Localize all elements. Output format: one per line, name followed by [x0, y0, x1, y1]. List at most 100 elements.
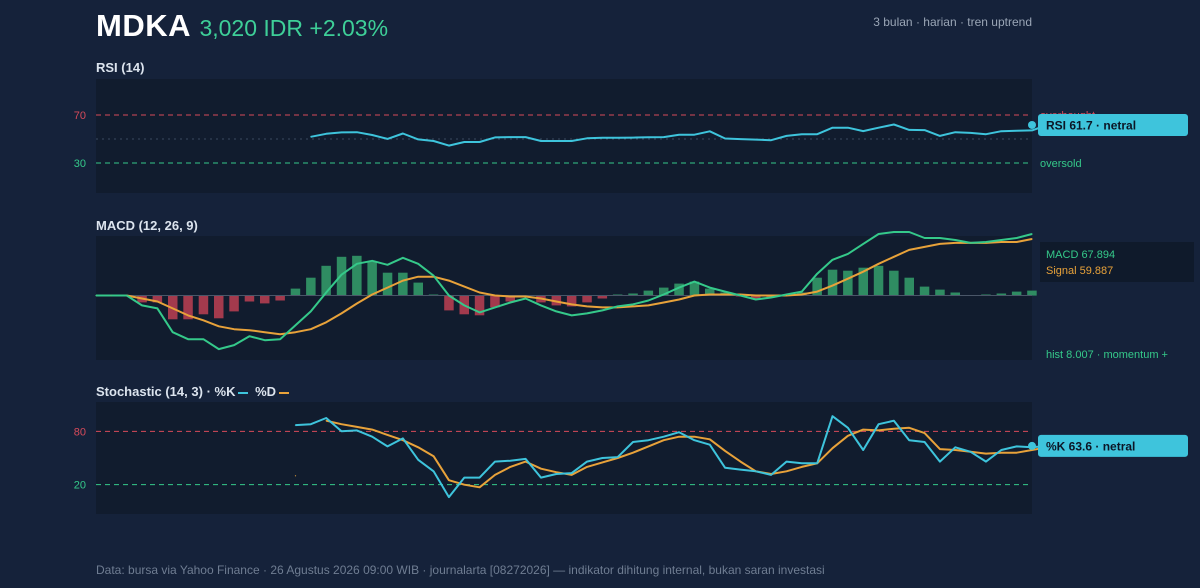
- macd-point: [95, 294, 97, 297]
- macd-signal-point: [494, 294, 496, 297]
- macd-signal-point: [878, 263, 880, 265]
- rsi-point: [479, 141, 481, 143]
- rsi-point: [785, 135, 788, 137]
- rsi-point: [878, 127, 880, 129]
- stoch-d-point: [617, 457, 619, 459]
- stoch-k-point: [340, 430, 343, 432]
- rsi-point: [417, 138, 419, 140]
- stoch-d-point: [417, 446, 419, 448]
- stoch-d-point: [540, 468, 542, 470]
- stoch-k-point: [985, 461, 987, 463]
- stoch-callout-dot: [1028, 441, 1036, 450]
- stoch-k-point: [617, 456, 619, 458]
- macd-point: [509, 301, 511, 304]
- macd-histogram-bar: [367, 261, 377, 296]
- stoch-k-point: [770, 474, 772, 476]
- stoch-k-point: [1000, 449, 1002, 451]
- macd-point: [601, 309, 604, 311]
- rsi-point: [617, 137, 619, 139]
- rsi-callout-box: [1038, 113, 1188, 136]
- macd-histogram-bar: [321, 265, 331, 296]
- macd-signal-point: [601, 306, 604, 308]
- ticker-symbol: MDKA: [96, 8, 191, 43]
- macd-histogram-bar: [873, 265, 884, 296]
- macd-point: [693, 281, 696, 283]
- macd-point: [386, 264, 389, 266]
- rsi-panel: [96, 79, 1032, 193]
- stoch-d-point: [893, 428, 895, 430]
- rsi-callout-dot: [1028, 120, 1036, 129]
- stoch-k-point: [356, 429, 358, 431]
- rsi-point: [924, 129, 926, 131]
- macd-histogram-bar: [505, 295, 515, 302]
- macd-histogram-bar: [214, 295, 224, 319]
- rsi-point: [693, 134, 696, 136]
- macd-histogram-bar: [643, 290, 654, 296]
- macd-point: [770, 296, 772, 299]
- stoch-k-point: [509, 460, 511, 462]
- macd-signal-point: [954, 242, 956, 244]
- macd-point: [479, 311, 481, 313]
- macd-point: [264, 339, 266, 341]
- macd-point: [724, 291, 726, 293]
- macd-hist-label: hist 8.007 · momentum +: [1046, 349, 1168, 361]
- stoch-d-point: [862, 429, 864, 431]
- rsi-oversold-label: oversold: [1040, 158, 1082, 170]
- rsi-point: [724, 137, 726, 140]
- stoch-d-point: [831, 447, 834, 449]
- rsi-point: [632, 137, 634, 139]
- stoch-d-point: [525, 461, 527, 463]
- stoch-d-point: [448, 479, 450, 481]
- chart-meta: 3 bulan · harian · tren uptrend: [873, 15, 1032, 29]
- macd-signal-point: [1031, 238, 1033, 240]
- rsi-point: [310, 136, 312, 138]
- stoch-d-point: [325, 420, 327, 422]
- rsi-point: [770, 139, 772, 141]
- macd-signal-line: [96, 238, 1033, 336]
- stoch-k-points: [294, 415, 1048, 498]
- rsi-point: [847, 127, 849, 129]
- macd-histogram-bar: [382, 272, 393, 296]
- stoch-panel: [96, 402, 1032, 514]
- macd-point: [586, 312, 588, 314]
- macd-point: [202, 338, 204, 340]
- stoch-d-point: [356, 426, 358, 428]
- stoch-k-point: [831, 415, 834, 417]
- chart-header: MDKA 3,020 IDR +2.03%: [96, 8, 388, 44]
- rsi-callout-label: RSI 61.7 · netral: [1046, 118, 1136, 132]
- stoch-k-swatch: [238, 391, 249, 394]
- stoch-d-point: [601, 461, 604, 463]
- macd-histogram-bar: [812, 277, 822, 296]
- stoch-d-point: [1000, 452, 1002, 454]
- stoch-d-point: [678, 436, 680, 438]
- stoch-k-point: [463, 477, 465, 479]
- rsi-point: [862, 130, 864, 132]
- macd-histogram-bar: [413, 282, 423, 296]
- macd-histogram-bar: [1027, 290, 1037, 296]
- macd-point: [1000, 239, 1002, 241]
- stoch-legend-d: %D: [255, 384, 277, 399]
- stoch-k-point: [939, 461, 941, 463]
- stoch-title-text: Stochastic (14, 3): [96, 384, 203, 399]
- macd-histogram: [137, 255, 1037, 320]
- macd-point: [463, 304, 465, 306]
- macd-histogram-bar: [612, 294, 623, 296]
- macd-point: [294, 324, 297, 326]
- stoch-k-point: [417, 459, 419, 461]
- macd-point: [801, 291, 803, 293]
- rsi-point: [1031, 129, 1033, 131]
- macd-point: [525, 297, 527, 300]
- rsi-point: [340, 131, 343, 133]
- rsi-point: [647, 136, 650, 138]
- macd-histogram-bar: [244, 295, 255, 302]
- rsi-point: [448, 145, 450, 147]
- macd-point: [172, 331, 174, 333]
- macd-signal-point: [693, 294, 696, 297]
- rsi-title: RSI (14): [96, 60, 145, 75]
- rsi-point: [663, 136, 665, 138]
- rsi-point: [709, 130, 711, 132]
- macd-point: [448, 294, 450, 297]
- macd-histogram-bar: [490, 295, 500, 308]
- rsi-point: [325, 133, 327, 135]
- macd-signal-point: [985, 242, 987, 244]
